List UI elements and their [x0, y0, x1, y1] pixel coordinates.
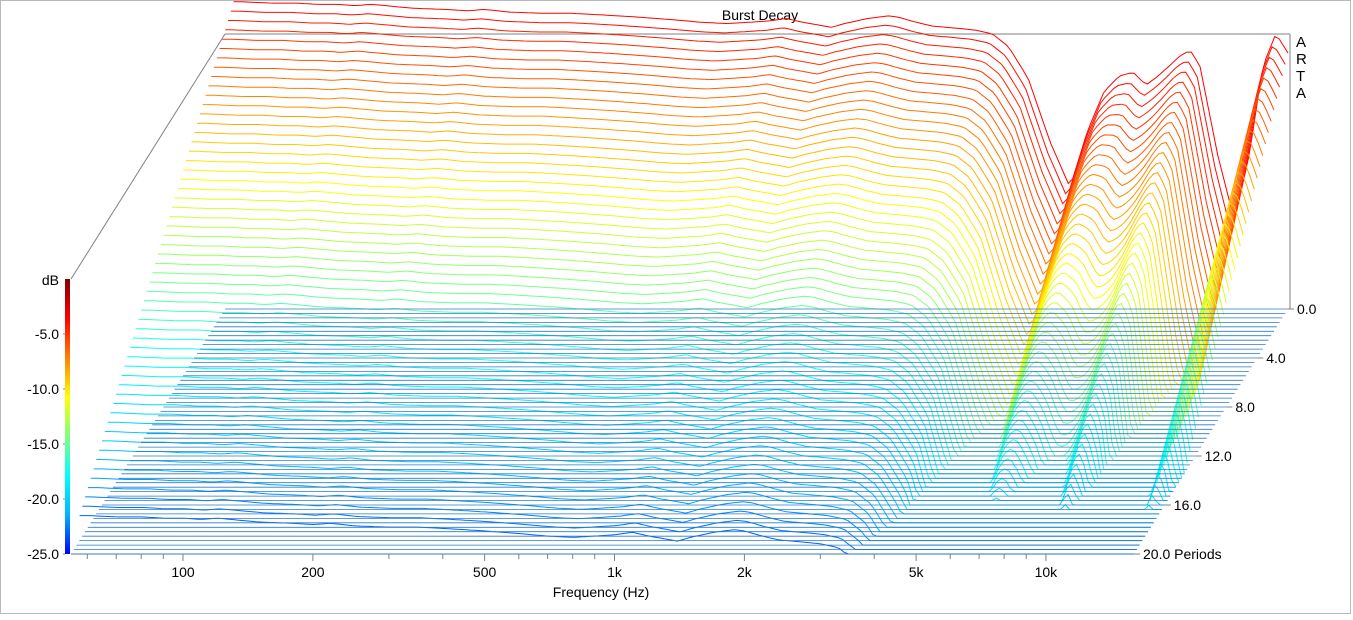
z-tick-label: 0.0	[1297, 301, 1317, 317]
x-tick-label: 1k	[607, 564, 623, 580]
decay-slice-line	[186, 160, 1241, 386]
decay-slice-line	[200, 113, 1255, 364]
colorbar-gradient	[65, 279, 70, 554]
decay-slice-line	[146, 290, 1202, 448]
decay-slice-line	[138, 318, 1194, 461]
decay-slice-line	[149, 281, 1205, 444]
decay-slice-line	[202, 104, 1258, 358]
decay-slice-line	[82, 505, 1137, 550]
decay-slice-line	[141, 309, 1197, 457]
colorbar: dB -5.0 -10.0 -15.0 -20.0 -25.0	[27, 272, 70, 562]
decay-slice-line	[197, 122, 1253, 368]
waterfall-surface	[79, 1, 1289, 555]
decay-slice-line	[163, 234, 1219, 421]
decay-slice-line	[230, 10, 1286, 229]
decay-slice-line	[211, 76, 1267, 319]
x-axis-ticks: 100 200 500 1k 2k 5k 10k	[86, 554, 1059, 580]
decay-slice-line	[228, 20, 1283, 242]
decay-slice-line	[121, 375, 1177, 488]
baseline-slices	[71, 308, 1288, 555]
z-tick-label: 4.0	[1266, 350, 1286, 366]
decay-slice-line	[172, 206, 1227, 408]
decay-slice-line	[158, 253, 1213, 430]
colorbar-tick-label: -25.0	[27, 546, 59, 562]
colorbar-tick-label: -20.0	[27, 491, 59, 507]
decay-slice-line	[188, 150, 1244, 381]
colorbar-tick-label: -15.0	[27, 436, 59, 452]
decay-slice-line	[191, 141, 1247, 377]
decay-slice-line	[194, 132, 1250, 372]
x-tick-label: 200	[301, 564, 325, 580]
x-tick-label: 100	[171, 564, 195, 580]
decay-slice-line	[180, 178, 1236, 395]
watermark-letter: A	[1296, 85, 1306, 102]
watermark-letter: T	[1296, 68, 1305, 85]
z-tick-label: 8.0	[1235, 399, 1255, 415]
decay-slice-line	[225, 29, 1281, 255]
decay-slice-line	[169, 216, 1225, 413]
decay-slice-line	[118, 384, 1174, 493]
x-tick-label: 5k	[909, 564, 925, 580]
decay-slice-line	[183, 169, 1239, 390]
z-tick-label: 12.0	[1205, 448, 1232, 464]
decay-slice-line	[174, 197, 1230, 403]
x-tick-label: 10k	[1035, 564, 1059, 580]
decay-slice-line	[177, 188, 1233, 399]
decay-slice-line	[233, 1, 1289, 216]
x-tick-label: 500	[473, 564, 497, 580]
decay-slice-line	[155, 262, 1211, 435]
decay-slice-line	[79, 515, 1134, 555]
z-tick-label: 20.0 Periods	[1143, 546, 1222, 562]
x-axis-label: Frequency (Hz)	[553, 584, 649, 600]
decay-slice-line	[214, 66, 1269, 306]
decay-slice-line	[135, 328, 1191, 466]
decay-slice-line	[152, 272, 1208, 439]
z-axis-ticks: 0.0 4.0 8.0 12.0 16.0 20.0 Periods	[1134, 301, 1317, 562]
decay-slice-line	[124, 365, 1180, 484]
decay-slice-line	[222, 38, 1278, 268]
chart-title: Burst Decay	[722, 7, 798, 23]
watermark: A R T A	[1296, 34, 1307, 102]
decay-slice-line	[166, 225, 1222, 417]
colorbar-label: dB	[42, 272, 59, 288]
x-tick-label: 2k	[737, 564, 753, 580]
watermark-letter: R	[1296, 51, 1307, 68]
decay-slice-line	[216, 57, 1272, 293]
colorbar-tick-label: -10.0	[27, 381, 59, 397]
decay-slice-line	[205, 94, 1261, 345]
left-diagonal-line	[70, 33, 226, 280]
watermark-letter: A	[1296, 34, 1306, 51]
decay-slice-line	[102, 440, 1157, 519]
colorbar-tick-label: -5.0	[35, 326, 59, 342]
decay-slice-line	[219, 48, 1275, 280]
decay-slice-line	[208, 85, 1264, 332]
z-tick-label: 16.0	[1174, 497, 1201, 513]
colorbar-ticks: -5.0 -10.0 -15.0 -20.0 -25.0	[27, 326, 65, 562]
decay-slice-line	[116, 393, 1171, 497]
